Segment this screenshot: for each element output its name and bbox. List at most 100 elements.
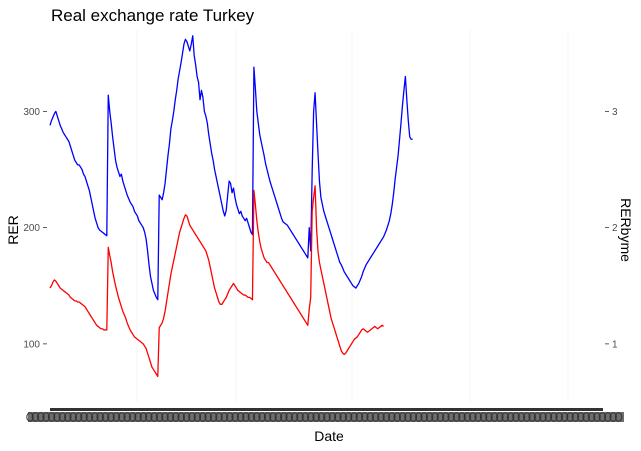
x-tick-label (447, 412, 455, 422)
x-tick-label (442, 412, 450, 422)
x-axis-ticks (26, 408, 624, 422)
x-tick-label (339, 412, 347, 422)
x-tick-label (172, 412, 180, 422)
y2-axis-ticks: 1 2 3 (605, 107, 618, 350)
x-tick-label (42, 412, 50, 422)
x-tick-label (64, 412, 72, 422)
x-tick-label (123, 412, 131, 422)
x-tick-label (58, 412, 67, 422)
x-tick-label (226, 412, 234, 422)
x-tick-label (312, 412, 320, 422)
x-tick-label (85, 412, 94, 422)
x-tick-label (193, 412, 202, 422)
x-tick-label (452, 412, 461, 422)
x-tick-label (199, 412, 207, 422)
x-tick-label (528, 412, 536, 422)
x-tick-label (479, 412, 488, 422)
x-tick-label (355, 412, 364, 422)
x-tick-label (371, 412, 380, 422)
y2-tick-label: 1 (612, 339, 618, 350)
x-tick-label (393, 412, 401, 422)
x-tick-label (323, 412, 331, 422)
y-tick-label: 300 (23, 107, 40, 118)
x-tick-band (50, 408, 603, 411)
x-tick-label (296, 412, 304, 422)
x-tick-label (593, 412, 601, 422)
x-tick-label (150, 412, 158, 422)
x-tick-label (550, 412, 558, 422)
x-tick-label (425, 412, 434, 422)
x-axis-title: Date (314, 428, 344, 444)
x-tick-label (139, 412, 148, 422)
x-tick-label (361, 412, 369, 422)
y-tick-label: 200 (23, 223, 40, 234)
x-tick-label (253, 412, 261, 422)
x-tick-label (280, 412, 288, 422)
x-tick-label (26, 412, 34, 422)
x-tick-label (37, 412, 45, 422)
x-tick-label (177, 412, 185, 422)
x-tick-label (539, 412, 547, 422)
x-tick-label (614, 412, 623, 422)
x-tick-label (474, 412, 482, 422)
x-tick-label (404, 412, 412, 422)
x-tick-label (101, 412, 110, 422)
y-tick-label: 100 (23, 339, 40, 350)
x-tick-label (231, 412, 239, 422)
x-tick-label (344, 412, 353, 422)
x-tick-label (317, 412, 326, 422)
series-lines (49, 35, 413, 378)
x-tick-label (431, 412, 439, 422)
x-tick-label (236, 412, 245, 422)
x-tick-label (382, 412, 391, 422)
x-tick-label (598, 412, 607, 422)
x-tick-label (290, 412, 299, 422)
y-axis-title: RER (5, 215, 21, 245)
x-tick-label (506, 412, 515, 422)
x-tick-label (74, 412, 83, 422)
x-tick-label (182, 412, 191, 422)
x-tick-label (436, 412, 445, 422)
x-tick-label (96, 412, 104, 422)
x-tick-label (209, 412, 218, 422)
x-tick-label (118, 412, 126, 422)
x-tick-label (145, 412, 153, 422)
x-tick-label (274, 412, 283, 422)
x-tick-label (388, 412, 396, 422)
x-tick-label (31, 412, 40, 422)
x-tick-label (155, 412, 164, 422)
x-tick-label (242, 412, 250, 422)
x-tick-label (166, 412, 175, 422)
x-tick-label (485, 412, 493, 422)
x-tick-label (285, 412, 293, 422)
x-tick-label (555, 412, 563, 422)
x-tick-label (269, 412, 277, 422)
x-tick-label (69, 412, 77, 422)
x-tick-label (415, 412, 423, 422)
x-tick-label (112, 412, 121, 422)
x-tick-label (334, 412, 342, 422)
x-tick-label (128, 412, 137, 422)
x-tick-label (188, 412, 196, 422)
x-tick-label (247, 412, 256, 422)
series-line-1 (49, 35, 413, 301)
x-tick-label (490, 412, 499, 422)
x-tick-label (307, 412, 315, 422)
x-tick-label-band (28, 412, 624, 422)
y2-tick-label: 2 (612, 223, 618, 234)
x-tick-label (496, 412, 504, 422)
chart-title: Real exchange rate Turkey (51, 6, 255, 25)
x-tick-label (366, 412, 374, 422)
y2-tick-label: 3 (612, 107, 618, 118)
y2-axis-title: RERbyme (618, 198, 634, 262)
y-axis-ticks: 100 200 300 (23, 107, 47, 350)
x-tick-label (533, 412, 542, 422)
x-tick-label (501, 412, 509, 422)
x-tick-label (220, 412, 229, 422)
x-tick-label (463, 412, 472, 422)
x-tick-label (587, 412, 596, 422)
x-tick-label (301, 412, 310, 422)
x-tick-label (458, 412, 466, 422)
x-tick-label (80, 412, 88, 422)
